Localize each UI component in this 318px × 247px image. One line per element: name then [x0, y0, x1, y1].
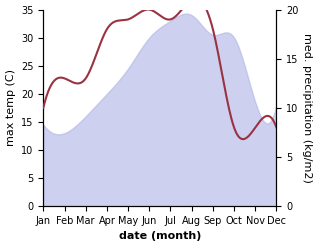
Y-axis label: med. precipitation (kg/m2): med. precipitation (kg/m2): [302, 33, 313, 183]
Y-axis label: max temp (C): max temp (C): [5, 69, 16, 146]
X-axis label: date (month): date (month): [119, 231, 201, 242]
